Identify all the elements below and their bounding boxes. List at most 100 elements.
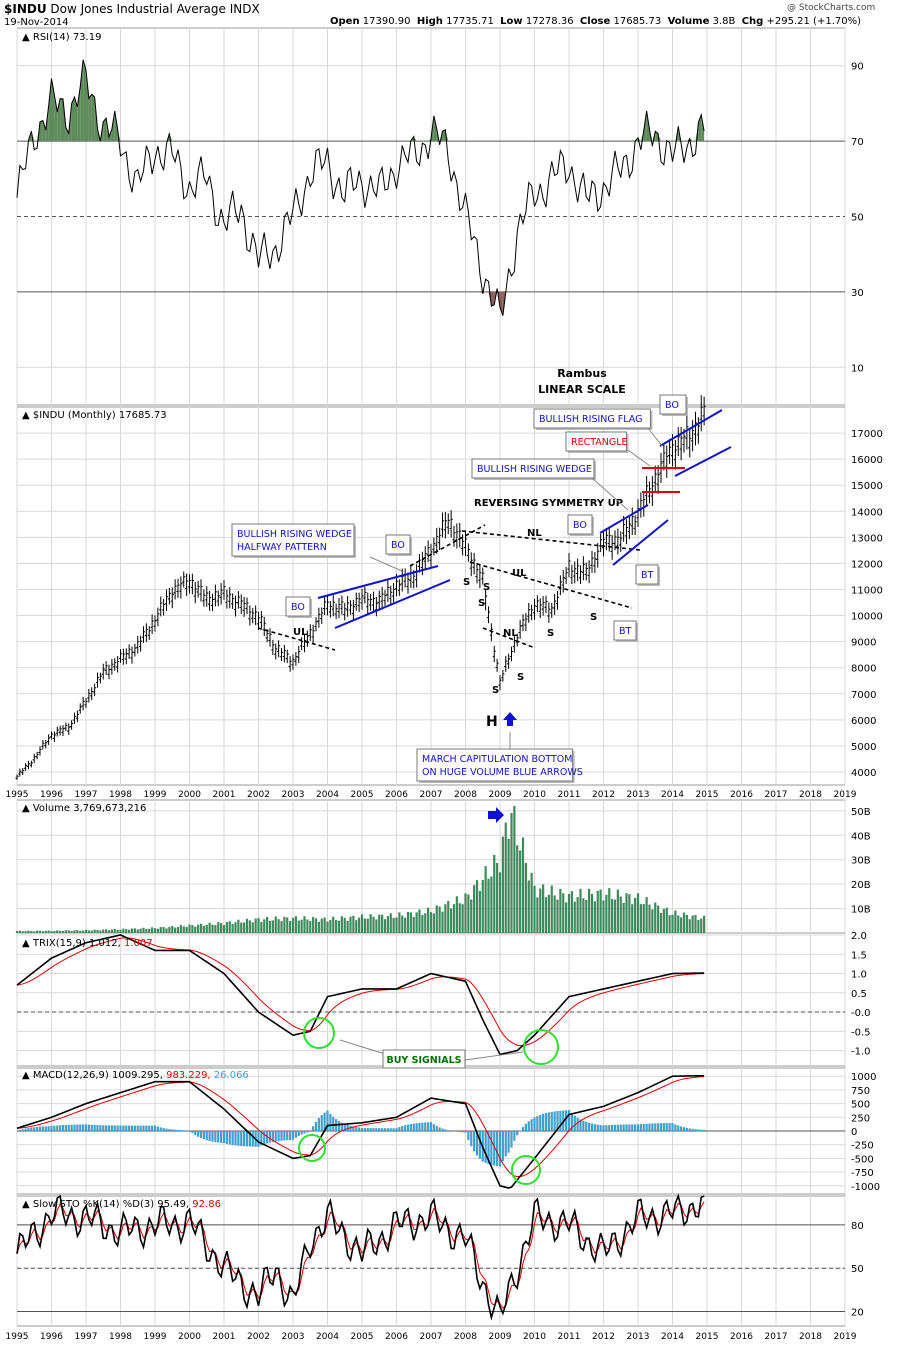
volume-bar xyxy=(631,904,634,933)
volume-bar xyxy=(165,928,168,933)
volume-bar xyxy=(136,929,139,933)
volume-bar xyxy=(513,805,516,933)
macd-histogram-bar xyxy=(473,1131,476,1152)
rsi-tick-label: 10 xyxy=(851,363,864,374)
macd-histogram-bar xyxy=(599,1125,602,1131)
trix-tick-label: -1.0 xyxy=(851,1047,871,1058)
macd-histogram-bar xyxy=(191,1131,194,1134)
volume-bar xyxy=(36,930,39,933)
macd-histogram-bar xyxy=(596,1124,599,1131)
macd-histogram-bar xyxy=(588,1122,591,1131)
macd-histogram-bar xyxy=(424,1122,427,1131)
volume-bar xyxy=(527,880,530,933)
volume-bar xyxy=(332,916,335,933)
macd-histogram-bar xyxy=(128,1125,131,1131)
volume-bar xyxy=(691,915,694,933)
macd-histogram-bar xyxy=(50,1126,53,1131)
volume-bar xyxy=(493,854,496,933)
macd-histogram-bar xyxy=(24,1128,27,1131)
volume-bar xyxy=(197,924,200,933)
volume-bar xyxy=(171,925,174,933)
trix-tick-label: -0.5 xyxy=(851,1027,871,1038)
macd-histogram-bar xyxy=(412,1123,415,1131)
macd-histogram-bar xyxy=(504,1131,507,1157)
macd-histogram-bar xyxy=(21,1129,24,1131)
volume-bar xyxy=(84,929,88,933)
volume-bar xyxy=(605,894,608,933)
bo-callout-2003-text: BO xyxy=(291,602,305,613)
macd-histogram-bar xyxy=(665,1123,668,1131)
volume-bar xyxy=(257,918,260,933)
volume-bar xyxy=(87,930,90,933)
year-tick-label: 2001 xyxy=(213,790,236,800)
macd-histogram-bar xyxy=(602,1125,605,1131)
volume-bar xyxy=(240,922,243,933)
trix-tick-label: 2.0 xyxy=(851,931,867,942)
macd-histogram-bar xyxy=(487,1131,490,1164)
price-tick-label: 6000 xyxy=(851,716,876,727)
macd-histogram-bar xyxy=(237,1131,240,1146)
volume-bar xyxy=(409,912,412,933)
year-tick-label-bottom: 2006 xyxy=(385,1332,408,1342)
bo-callout-2014-box xyxy=(659,394,687,415)
flag-upper-line xyxy=(659,409,723,447)
volume-bar xyxy=(217,922,220,933)
macd-histogram-bar xyxy=(358,1127,361,1131)
year-tick-label-bottom: 2001 xyxy=(213,1332,236,1342)
volume-bar xyxy=(349,916,352,933)
volume-bar xyxy=(455,896,458,933)
volume-bar xyxy=(337,920,341,933)
volume-bar xyxy=(76,930,79,933)
volume-bar xyxy=(519,850,522,933)
volume-bar xyxy=(470,899,473,933)
sto-k-value: 95.49, xyxy=(157,1199,192,1210)
price-tick-label: 13000 xyxy=(851,533,883,544)
volume-bar xyxy=(533,885,536,933)
year-tick-label-bottom: 2008 xyxy=(454,1332,477,1342)
volume-bar xyxy=(18,930,21,933)
volume-bar xyxy=(636,893,640,933)
macd-histogram-bar xyxy=(542,1113,545,1131)
macd-histogram-bar xyxy=(381,1128,384,1131)
macd-histogram-bar xyxy=(18,1130,21,1131)
macd-histogram-bar xyxy=(470,1131,473,1147)
macd-histogram-bar xyxy=(654,1123,657,1131)
year-tick-label-bottom: 1997 xyxy=(75,1332,98,1342)
macd-histogram-bar xyxy=(375,1128,378,1131)
macd-histogram-bar xyxy=(619,1124,622,1131)
blue-up-arrow-icon xyxy=(503,712,517,726)
volume-bar xyxy=(335,919,338,933)
macd-histogram-bar xyxy=(475,1131,479,1156)
volume-bar xyxy=(642,903,645,933)
trix-tick-label: -0.0 xyxy=(851,1008,871,1019)
volume-bar xyxy=(162,927,165,933)
wedge-pointer xyxy=(591,477,629,511)
shoulder-label: S xyxy=(492,685,499,696)
volume-bar xyxy=(159,927,162,933)
macd-histogram-bar xyxy=(329,1113,332,1131)
volume-bar xyxy=(110,929,113,933)
volume-bar xyxy=(438,906,441,933)
macd-histogram-bar xyxy=(501,1131,504,1162)
volume-bar xyxy=(225,922,228,933)
volume-bar xyxy=(283,916,286,933)
macd-histogram-bar xyxy=(263,1131,266,1145)
macd-histogram-bar xyxy=(432,1124,435,1131)
macd-histogram-bar xyxy=(312,1126,315,1131)
rsi-oversold-fill xyxy=(488,291,492,307)
macd-histogram-bar xyxy=(96,1125,99,1131)
volume-bar xyxy=(128,929,131,933)
volume-bar xyxy=(148,928,151,933)
volume-bar xyxy=(369,914,372,933)
macd-histogram-bar xyxy=(286,1131,289,1141)
macd-histogram-bar xyxy=(524,1123,527,1131)
volume-bar xyxy=(312,917,315,933)
volume-bar xyxy=(625,893,628,933)
volume-bar xyxy=(378,914,381,933)
volume-bar xyxy=(363,918,366,933)
macd-histogram-bar xyxy=(202,1131,205,1140)
volume-bar xyxy=(550,885,553,933)
macd-histogram-bar xyxy=(576,1117,579,1131)
rsi-overbought-fill xyxy=(442,129,446,142)
year-tick-label: 2013 xyxy=(627,790,650,800)
